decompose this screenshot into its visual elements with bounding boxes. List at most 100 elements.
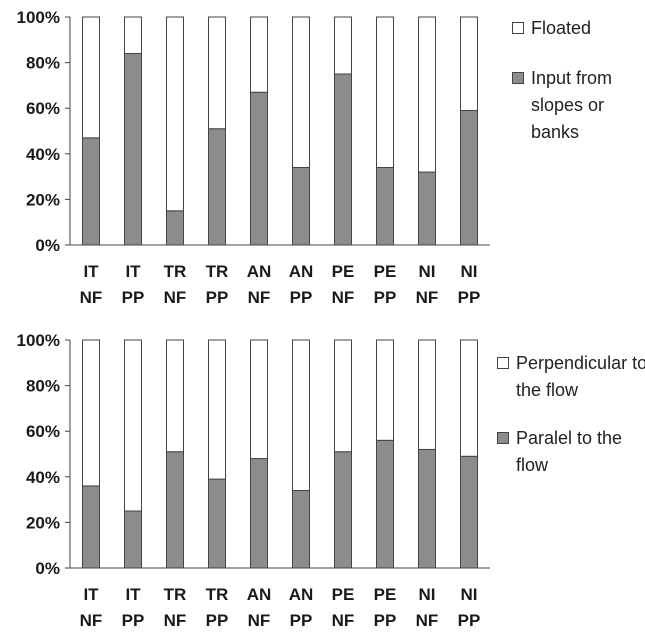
bar-segment [124,16,142,54]
y-tick-label: 40% [26,145,60,164]
x-tick-label: PP [374,288,397,307]
x-tick-label: PP [206,611,229,630]
y-tick-label: 60% [26,422,60,441]
bar-segment [166,451,184,569]
legend-item-floated: Floated [512,15,645,42]
legend-bottom: Perpendicular to the flow Paralel to the… [497,350,645,502]
x-tick-label: PP [374,611,397,630]
x-tick-label: PP [290,288,313,307]
bar-segment [82,16,100,139]
x-tick-label: NF [332,611,355,630]
bar-segment [82,485,100,569]
y-tick-label: 0% [35,559,60,578]
y-tick-label: 100% [17,331,60,350]
bar-segment [82,339,100,487]
x-tick-label: NI [419,585,436,604]
bar-segment [292,489,310,569]
bar-segment [292,166,310,246]
bar-segment [292,339,310,491]
x-tick-label: NI [461,262,478,281]
bar-segment [208,478,226,569]
legend-swatch-paralel [497,432,509,444]
legend-swatch-perpendicular [497,357,509,369]
y-tick-label: 60% [26,99,60,118]
legend-swatch-input-from-slopes [512,72,524,84]
bar-segment [460,109,478,246]
x-tick-label: NI [461,585,478,604]
x-tick-label: AN [289,585,314,604]
bar-segment [166,16,184,212]
legend-item-paralel: Paralel to the flow [497,425,645,479]
legend-label-input-from-slopes: Input from slopes or banks [531,68,613,142]
x-tick-label: IT [125,262,141,281]
x-tick-label: IT [83,262,99,281]
bar-segment [334,16,352,75]
x-tick-label: NI [419,262,436,281]
x-tick-label: PE [332,585,355,604]
x-tick-label: PE [374,262,397,281]
bar-segment [376,166,394,246]
bar-segment [292,16,310,168]
bar-segment [418,448,436,569]
y-tick-label: 80% [26,377,60,396]
legend-label-floated: Floated [531,18,592,38]
bar-segment [334,451,352,569]
x-tick-label: PP [290,611,313,630]
bar-segment [376,439,394,569]
bar-segment [334,73,352,246]
x-tick-label: AN [247,262,272,281]
y-tick-label: 20% [26,513,60,532]
x-tick-label: NF [164,611,187,630]
bar-segment [376,16,394,168]
x-tick-label: NF [248,611,271,630]
x-tick-label: PP [122,288,145,307]
bar-segment [376,339,394,441]
x-tick-label: AN [289,262,314,281]
x-tick-label: IT [125,585,141,604]
x-tick-label: PP [458,288,481,307]
legend-top: Floated Input from slopes or banks [512,15,645,169]
x-tick-label: NF [80,288,103,307]
bar-segment [334,339,352,453]
x-tick-label: PE [374,585,397,604]
x-tick-label: NF [80,611,103,630]
bar-segment [250,458,268,569]
x-tick-label: TR [206,262,229,281]
y-tick-label: 100% [17,8,60,27]
x-tick-label: NF [416,611,439,630]
x-tick-label: NF [164,288,187,307]
bar-segment [124,339,142,512]
bar-segment [250,339,268,460]
bar-segment [208,128,226,246]
x-tick-label: PP [122,611,145,630]
x-tick-label: AN [247,585,272,604]
x-tick-label: PP [458,611,481,630]
bar-segment [418,171,436,246]
x-tick-label: NF [416,288,439,307]
x-tick-label: TR [164,585,187,604]
bar-segment [460,339,478,457]
bar-segment [82,137,100,246]
legend-item-perpendicular: Perpendicular to the flow [497,350,645,404]
y-tick-label: 80% [26,54,60,73]
bar-segment [460,455,478,569]
y-tick-label: 40% [26,468,60,487]
legend-swatch-floated [512,22,524,34]
bar-segment [418,339,436,450]
bar-segment [208,339,226,480]
bar-segment [124,52,142,246]
x-tick-label: IT [83,585,99,604]
x-tick-label: TR [206,585,229,604]
bar-segment [208,16,226,130]
x-tick-label: NF [332,288,355,307]
bar-segment [250,91,268,246]
bar-segment [418,16,436,173]
bar-segment [166,339,184,453]
x-tick-label: NF [248,288,271,307]
legend-label-perpendicular: Perpendicular to the flow [516,353,645,400]
x-tick-label: PE [332,262,355,281]
bar-segment [124,510,142,569]
y-tick-label: 20% [26,190,60,209]
